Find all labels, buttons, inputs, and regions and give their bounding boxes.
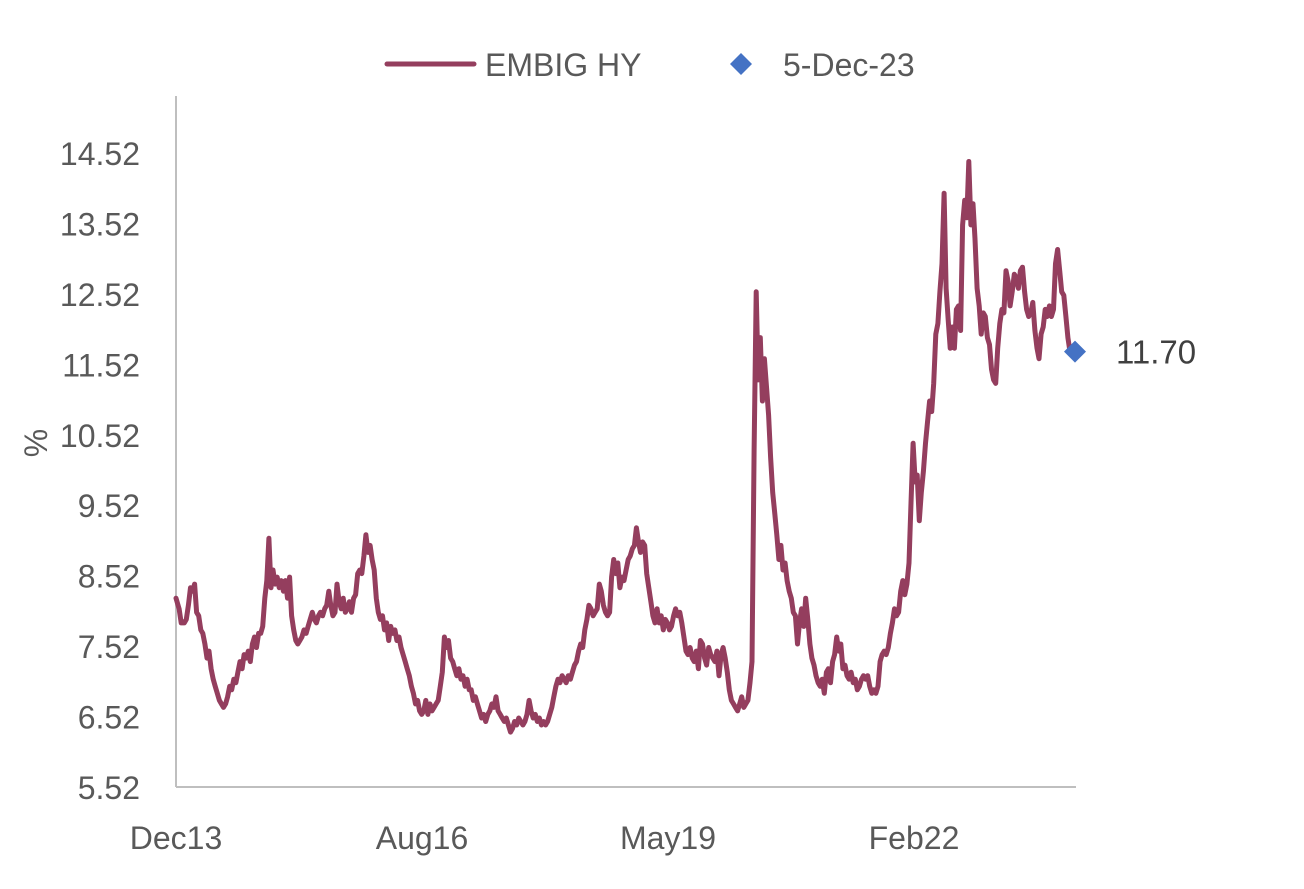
y-axis-title: %: [18, 429, 54, 457]
x-tick-label: Aug16: [376, 820, 469, 856]
x-tick-label: Feb22: [869, 820, 960, 856]
x-tick-label: May19: [620, 820, 716, 856]
x-tick-label: Dec13: [130, 820, 223, 856]
y-axis-tick-labels: 14.52 13.52 12.52 11.52 10.52 9.52 8.52 7.52 6.5…: [60, 136, 140, 806]
legend: EMBIG HY 5-Dec-23: [384, 47, 915, 83]
y-tick-label: 10.52: [60, 418, 140, 454]
y-tick-label: 12.52: [60, 277, 140, 313]
highlight-value-label: 11.70: [1116, 334, 1196, 371]
series-line-embig-hy: [173, 159, 1073, 735]
y-tick-label: 14.52: [60, 136, 140, 172]
y-tick-label: 5.52: [78, 770, 140, 806]
highlight-diamond-marker: [1064, 340, 1086, 363]
y-tick-label: 7.52: [78, 629, 140, 665]
y-tick-label: 6.52: [78, 700, 140, 736]
legend-label-date: 5-Dec-23: [783, 47, 915, 83]
y-tick-label: 13.52: [60, 206, 140, 242]
y-tick-label: 9.52: [78, 488, 140, 524]
diamond-marker-icon: [730, 53, 752, 75]
y-tick-label: 11.52: [62, 347, 140, 383]
x-axis-tick-labels: Dec13 Aug16 May19 Feb22: [130, 820, 960, 856]
legend-label-embig-hy: EMBIG HY: [485, 47, 641, 83]
y-tick-label: 8.52: [78, 559, 140, 595]
